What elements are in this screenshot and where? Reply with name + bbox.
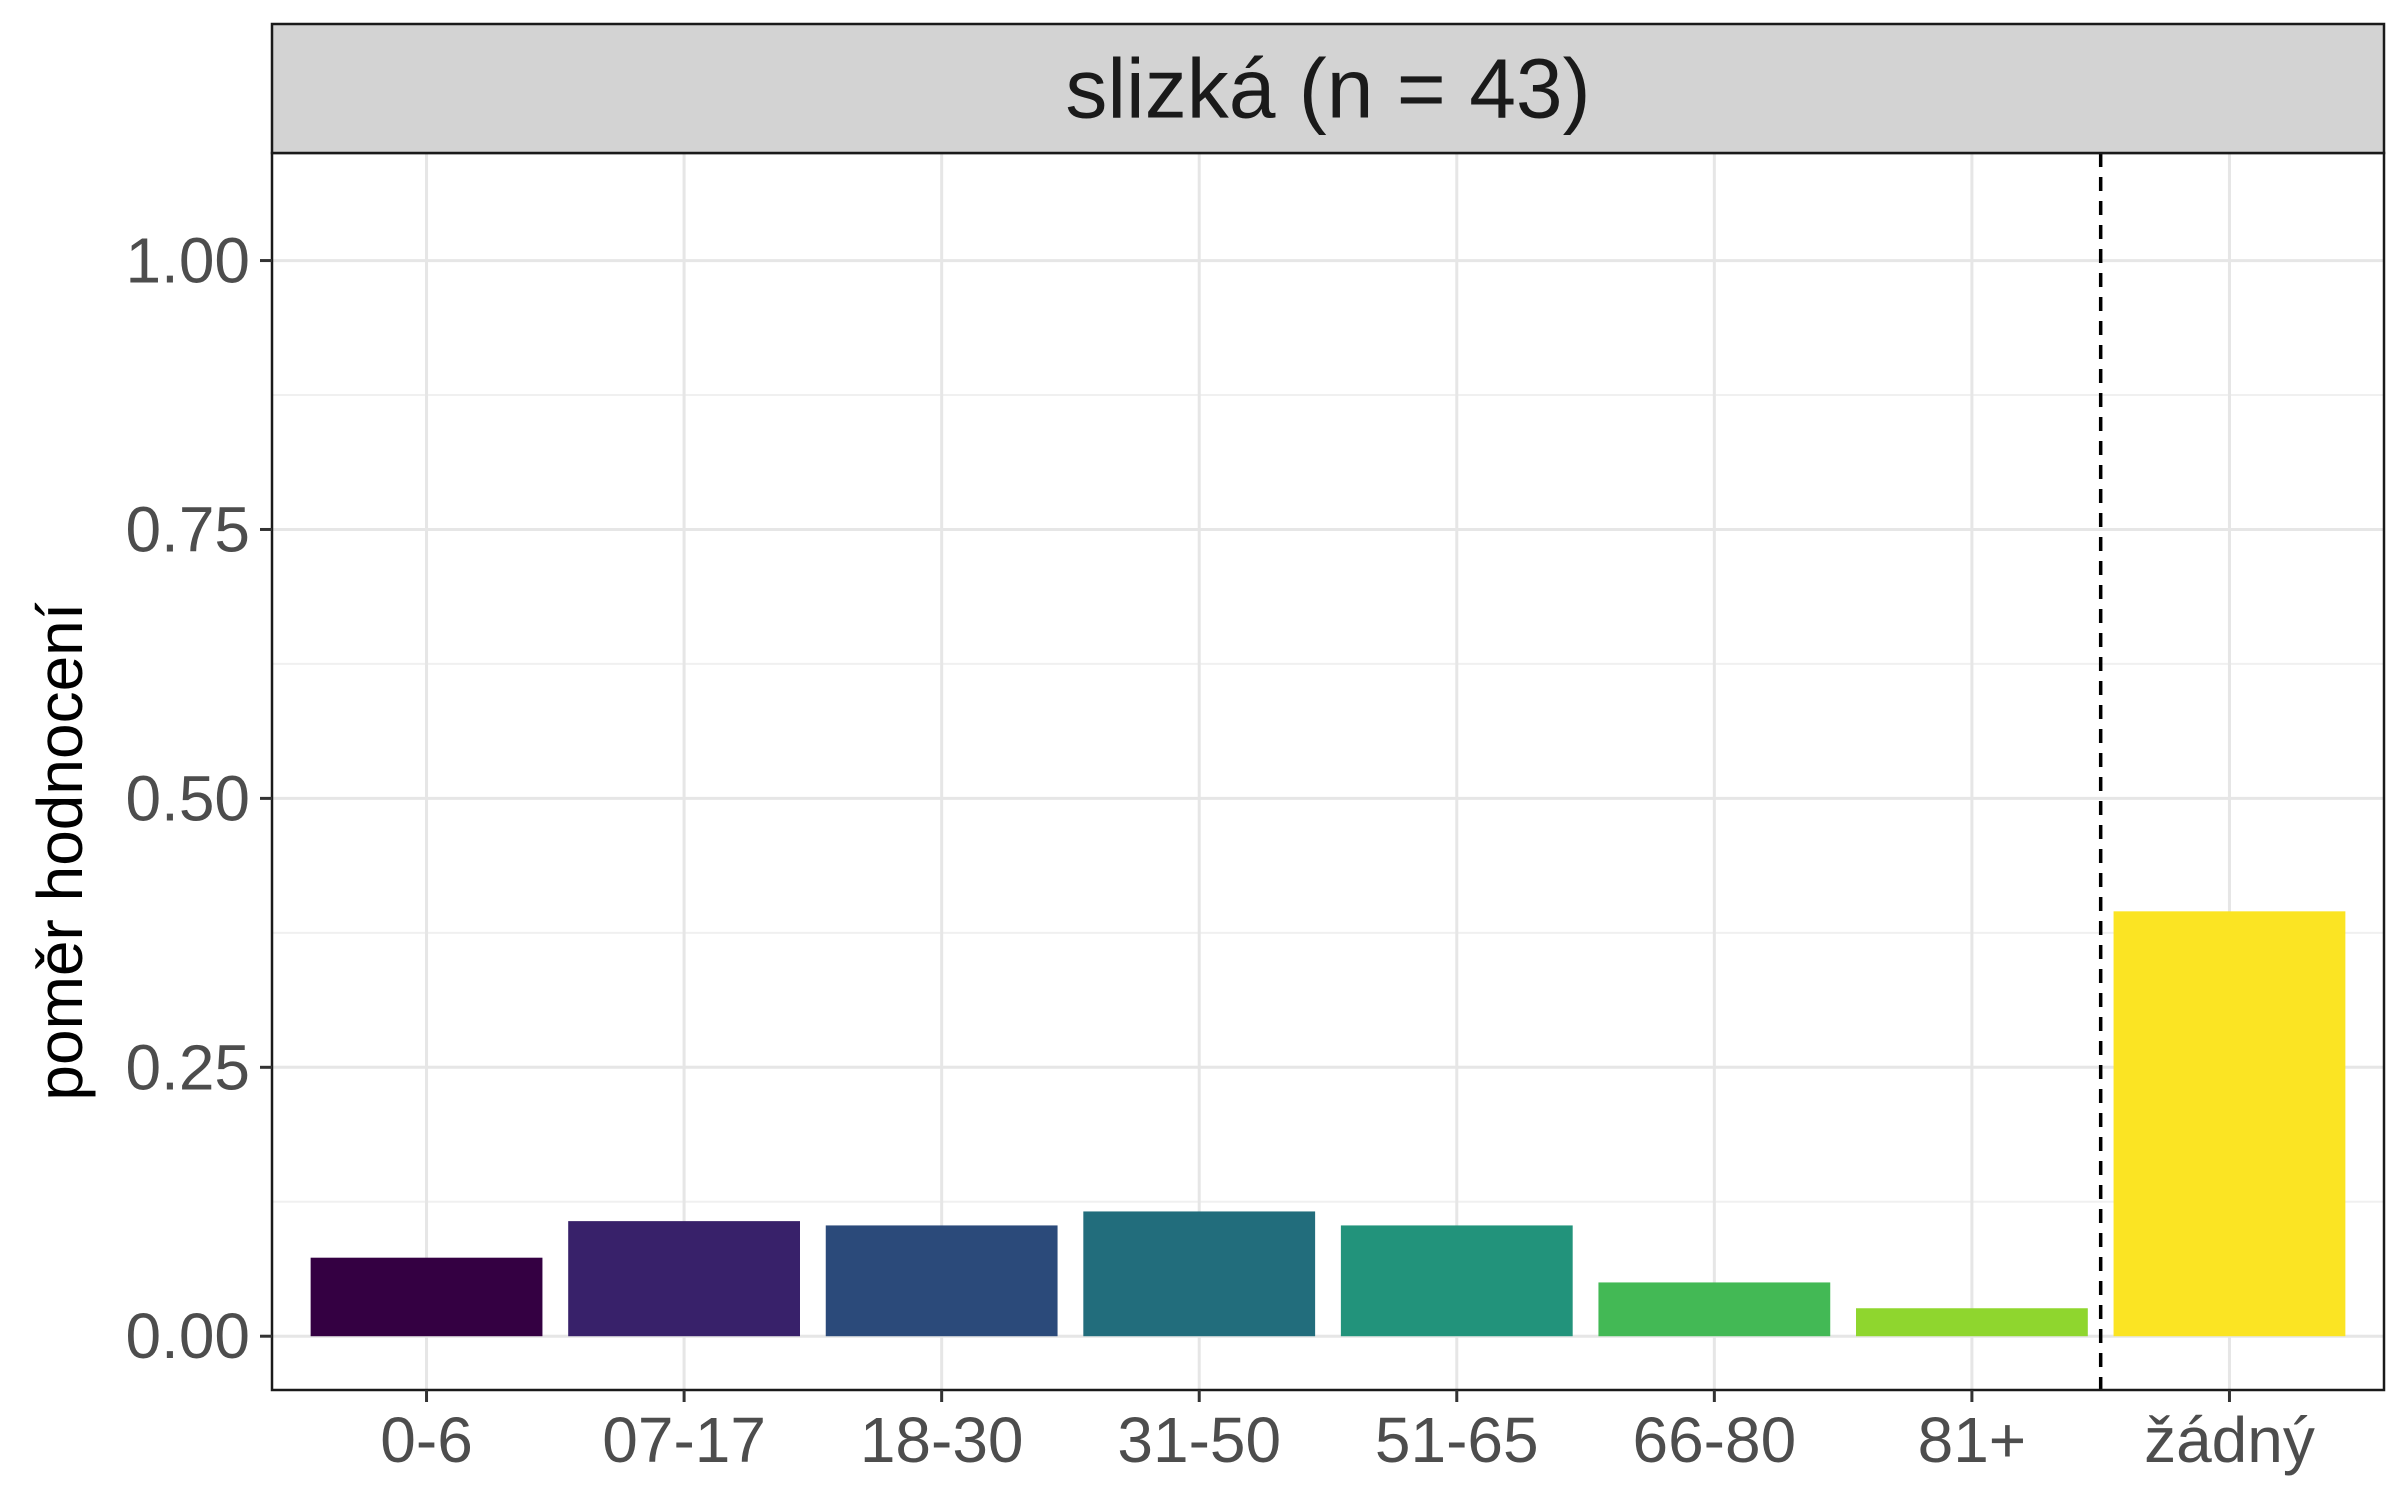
x-tick-label: 18-30 (860, 1404, 1024, 1476)
bar-51-65 (1340, 1225, 1573, 1337)
bar-31-50 (1083, 1211, 1316, 1337)
x-tick-label: 66-80 (1632, 1404, 1796, 1476)
x-tick-label: 0-6 (380, 1404, 473, 1476)
x-axis: 0-6 07-17 18-30 31-50 51-65 66-80 81+ žádný (380, 1390, 2315, 1476)
bar-07-17 (568, 1221, 800, 1337)
x-tick-label: 51-65 (1375, 1404, 1539, 1476)
x-tick-label: 07-17 (602, 1404, 766, 1476)
bars (310, 911, 2346, 1337)
bar-18-30 (825, 1225, 1058, 1337)
y-axis-title: poměr hodnocení (24, 602, 96, 1100)
x-tick-label: 31-50 (1117, 1404, 1281, 1476)
grid-lines (272, 153, 2384, 1390)
bar-81+ (1856, 1308, 2088, 1337)
facet-strip (270, 22, 2386, 155)
y-tick-label: 0.50 (125, 762, 250, 834)
x-tick-label: žádný (2144, 1404, 2315, 1476)
y-tick-label: 0.00 (125, 1300, 250, 1372)
x-tick-label: 81+ (1918, 1404, 2027, 1476)
bar-66-80 (1598, 1282, 1831, 1337)
bar-0-6 (310, 1257, 543, 1337)
facet-strip-label: slizká (n = 43) (1065, 42, 1590, 136)
y-tick-label: 0.25 (125, 1031, 250, 1103)
bar-žádný (2113, 911, 2346, 1337)
y-tick-label: 0.75 (125, 493, 250, 565)
y-tick-label: 1.00 (125, 225, 250, 297)
y-axis: 0.00 0.25 0.50 0.75 1.00 (125, 225, 272, 1372)
